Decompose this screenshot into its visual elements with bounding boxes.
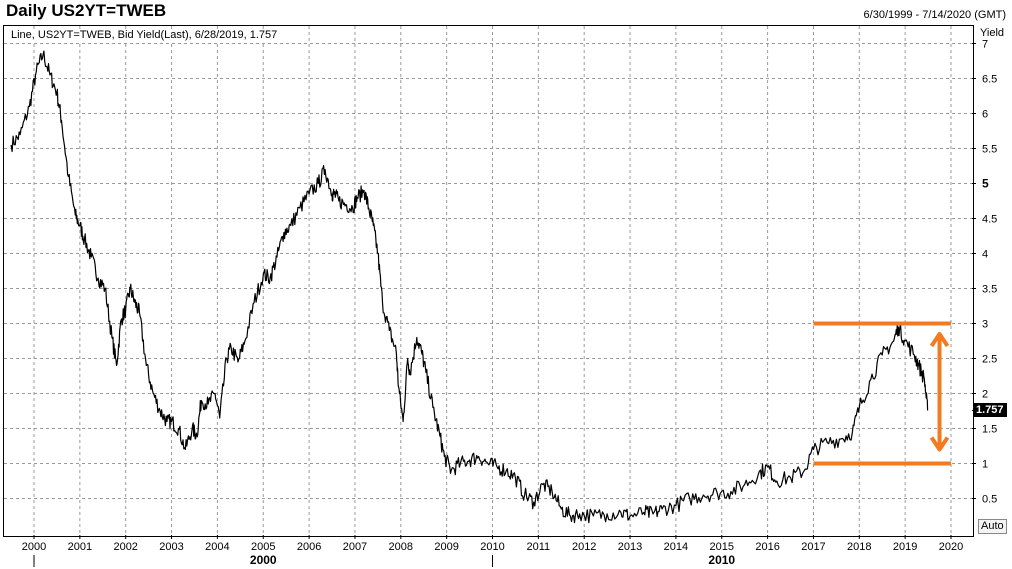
yield-series-line [10,50,929,524]
y-axis-title: Yield [980,27,1005,39]
last-value-badge: 1.757 [973,403,1007,417]
double-arrow-head-top [929,332,950,348]
y-tick-label: 1 [982,459,988,471]
plot-area[interactable] [3,25,974,537]
x-tick-label: 2003 [159,541,183,553]
x-tick-label: 2020 [939,541,963,553]
auto-scale-button[interactable]: Auto [978,519,1007,534]
y-tick-label: 0.5 [982,494,997,506]
x-tick-label: 2005 [251,541,275,553]
y-tick-label: 6 [982,109,988,121]
y-tick-label: 2 [982,389,988,401]
chart-title: Daily US2YT=TWEB [6,1,167,20]
x-tick-label: 2004 [205,541,229,553]
y-tick-label: 7 [982,39,988,51]
x-tick-label: 2007 [343,541,367,553]
x-tick-label: 2006 [297,541,321,553]
x-tick-label: 2011 [527,541,551,553]
y-tick-label: 3.5 [982,284,997,296]
y-tick-label: 5 [982,177,989,191]
x-tick-label: 2017 [801,541,825,553]
x-tick-label: 2008 [389,541,413,553]
y-tick-label: 2.5 [982,354,997,366]
y-tick-label: 5.5 [982,144,997,156]
x-tick-label: 2010 [480,541,504,553]
x-tick-label: 2018 [847,541,871,553]
y-tick-label: 6.5 [982,74,997,86]
x-tick-label: 2009 [434,541,458,553]
y-tick-label: 1.5 [982,424,997,436]
x-tick-label: 2001 [68,541,92,553]
x-tick-label: 2015 [710,541,734,553]
date-range: 6/30/1999 - 7/14/2020 (GMT) [863,9,1006,21]
x-tick-label: 2014 [664,541,688,553]
decade-label: 2000 [250,553,277,567]
x-tick-label: 2012 [572,541,596,553]
decade-label: 2010 [708,553,735,567]
x-tick-label: 2013 [618,541,642,553]
y-tick-label: 3 [982,319,988,331]
y-tick-label: 4 [982,249,988,261]
x-tick-label: 2019 [893,541,917,553]
y-tick-label: 4.5 [982,214,997,226]
x-tick-label: 2000 [22,541,46,553]
double-arrow-head-bottom [929,436,950,452]
x-tick-label: 2016 [755,541,779,553]
x-tick-label: 2002 [113,541,137,553]
series-info: Line, US2YT=TWEB, Bid Yield(Last), 6/28/… [9,29,280,41]
